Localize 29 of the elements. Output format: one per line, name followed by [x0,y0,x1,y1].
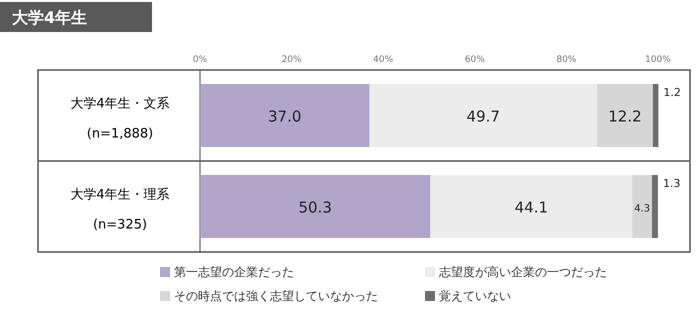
x-tick-label: 60% [464,55,486,65]
bar [632,175,652,238]
x-tick-label: 0% [192,55,208,65]
bar [369,84,598,147]
data-label: 44.1 [514,198,548,216]
text: 大学4年生 [12,8,88,27]
x-tick-label: 100% [645,55,672,65]
legend-label: 志望度が高い企業の一つだった [439,265,607,279]
data-label: 12.2 [608,108,642,126]
bar [652,84,658,147]
bar [200,175,430,238]
data-label: 50.3 [298,198,332,216]
y-tick-label: 大学4年生・文系 (n=1,888) [70,96,170,142]
y-tick-label: 大学4年生・理系 (n=325) [70,188,170,232]
data-label: 4.3 [634,204,650,214]
data-label: 1.2 [663,86,681,99]
bar [430,175,632,238]
legend-label: 第一志望の企業だった [174,265,294,279]
x-tick-label: 80% [556,55,577,65]
x-tick-label: 20% [282,55,302,65]
data-label: 1.3 [662,177,680,190]
data-label: 49.7 [466,108,500,126]
data-label: 37.0 [268,108,302,126]
legend-label: その時点では強く志望していなかった [174,289,378,303]
bar [200,84,370,147]
x-tick-label: 40% [373,55,394,65]
legend-label: 覚えていない [439,289,511,303]
bar [597,84,653,147]
bar [652,175,658,238]
